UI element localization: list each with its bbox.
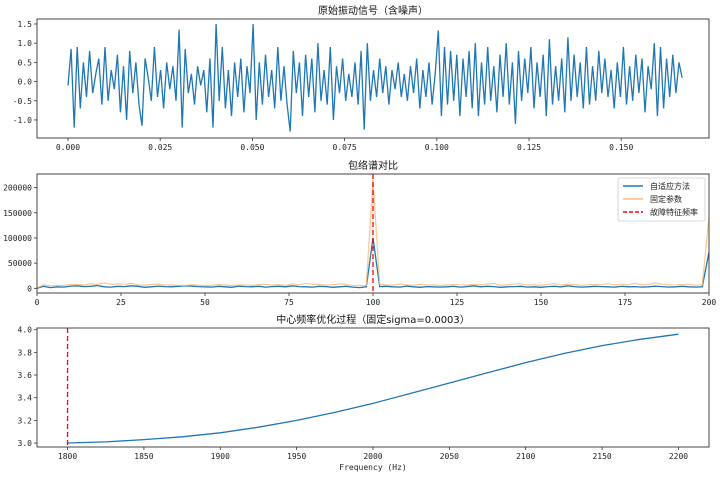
envelope-title: 包络谱对比 bbox=[348, 159, 398, 172]
optimization-ytick-label: 3.0 bbox=[18, 439, 33, 448]
optimization-xtick-label: 1950 bbox=[287, 452, 306, 461]
optimization-series-line-0 bbox=[67, 333, 679, 444]
envelope-ytick-label: 100000 bbox=[3, 234, 32, 243]
signal-series-line-0 bbox=[67, 23, 683, 132]
optimization-xtick-label: 2150 bbox=[592, 452, 611, 461]
envelope-series-line-1 bbox=[37, 179, 709, 289]
optimization-title: 中心频率优化过程（固定sigma=0.0003） bbox=[276, 313, 470, 326]
envelope-ytick-label: 0 bbox=[27, 284, 32, 293]
signal-frame bbox=[36, 18, 710, 139]
optimization-ytick-label: 3.8 bbox=[18, 348, 33, 357]
envelope-xtick-label: 75 bbox=[284, 298, 294, 307]
signal-xtick-label: 0.125 bbox=[517, 143, 541, 152]
signal-ytick-label: 0.5 bbox=[18, 58, 33, 67]
envelope-ytick-label: 200000 bbox=[3, 184, 32, 193]
optimization-xtick-label: 2000 bbox=[363, 452, 382, 461]
envelope-axes: 包络谱对比 自适应方法 固定参数 故障特征频率 0 25 50 75 100 125 150… bbox=[3, 159, 716, 307]
legend-label-adaptive: 自适应方法 bbox=[650, 181, 690, 191]
legend: 自适应方法 固定参数 故障特征频率 bbox=[617, 177, 706, 222]
optimization-xtick-label: 1800 bbox=[58, 452, 77, 461]
optimization-xlabel: Frequency (Hz) bbox=[339, 463, 406, 472]
envelope-xtick-label: 175 bbox=[618, 298, 633, 307]
signal-xtick-label: 0.075 bbox=[333, 143, 357, 152]
legend-box bbox=[617, 177, 706, 222]
signal-ytick-label: -0.5 bbox=[13, 97, 32, 106]
envelope-xtick-label: 100 bbox=[366, 298, 381, 307]
envelope-ytick-label: 150000 bbox=[3, 209, 32, 218]
signal-ytick-label: 1.5 bbox=[18, 20, 33, 29]
signal-xtick-label: 0.100 bbox=[425, 143, 449, 152]
signal-xtick-label: 0.000 bbox=[56, 143, 80, 152]
signal-title: 原始振动信号（含噪声） bbox=[318, 4, 428, 17]
optimization-xtick-label: 2100 bbox=[516, 452, 535, 461]
optimization-ytick-label: 3.6 bbox=[18, 371, 33, 380]
signal-axes: 原始振动信号（含噪声） 0.000 0.025 0.050 0.075 0.100 0.1… bbox=[13, 4, 710, 152]
envelope-xtick-label: 50 bbox=[200, 298, 210, 307]
optimization-ytick-label: 3.4 bbox=[18, 394, 33, 403]
legend-label-fault: 故障特征频率 bbox=[650, 207, 698, 217]
optimization-ytick-label: 3.2 bbox=[18, 416, 33, 425]
optimization-ytick-label: 4.0 bbox=[18, 326, 33, 335]
optimization-xtick-label: 2200 bbox=[669, 452, 688, 461]
legend-label-fixed: 固定参数 bbox=[650, 194, 682, 204]
signal-xtick-label: 0.050 bbox=[240, 143, 264, 152]
optimization-xtick-label: 1850 bbox=[134, 452, 153, 461]
optimization-xtick-label: 2050 bbox=[440, 452, 459, 461]
optimization-axes: 中心频率优化过程（固定sigma=0.0003） Frequency (Hz) … bbox=[18, 313, 710, 472]
envelope-ytick-label: 50000 bbox=[8, 259, 32, 268]
optimization-xtick-label: 1900 bbox=[211, 452, 230, 461]
envelope-xtick-label: 0 bbox=[35, 298, 40, 307]
envelope-xtick-label: 150 bbox=[534, 298, 549, 307]
envelope-xtick-label: 125 bbox=[450, 298, 465, 307]
signal-xtick-label: 0.025 bbox=[148, 143, 172, 152]
signal-xtick-label: 0.150 bbox=[609, 143, 633, 152]
signal-ytick-label: 1.0 bbox=[18, 39, 33, 48]
signal-ytick-label: -1.0 bbox=[13, 116, 32, 125]
signal-ytick-label: 0.0 bbox=[18, 78, 33, 87]
envelope-xtick-label: 200 bbox=[702, 298, 717, 307]
envelope-xtick-label: 25 bbox=[116, 298, 126, 307]
